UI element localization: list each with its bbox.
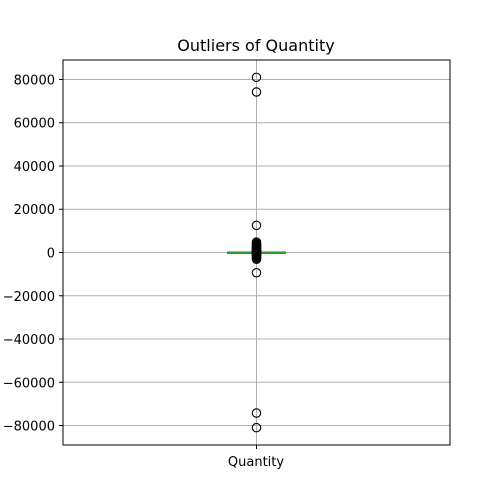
y-tick-label: −80000 xyxy=(3,420,55,435)
outlier-point xyxy=(251,72,262,83)
y-tick-label: −40000 xyxy=(3,333,55,348)
outlier-points xyxy=(251,72,262,433)
plot-frame xyxy=(62,59,451,446)
y-tick-label: 60000 xyxy=(14,117,55,132)
outlier-point xyxy=(251,267,262,278)
outlier-point xyxy=(251,408,262,418)
y-tick-label: −20000 xyxy=(3,290,55,305)
y-tick-label: 20000 xyxy=(14,203,55,218)
chart-title: Outliers of Quantity xyxy=(177,36,334,55)
outlier-point xyxy=(251,254,262,264)
outlier-point xyxy=(251,422,262,433)
y-tick-label: −60000 xyxy=(3,376,55,391)
axes: −80000 −60000 −40000 −20000 0 20000 40000 60000… xyxy=(3,73,257,449)
y-tick-label: 40000 xyxy=(14,160,55,175)
outlier-point xyxy=(251,220,262,231)
outlier-point xyxy=(251,87,262,97)
y-tick-label: 80000 xyxy=(14,73,55,88)
x-tick-label: Quantity xyxy=(228,455,284,470)
y-tick-label: 0 xyxy=(47,247,55,262)
